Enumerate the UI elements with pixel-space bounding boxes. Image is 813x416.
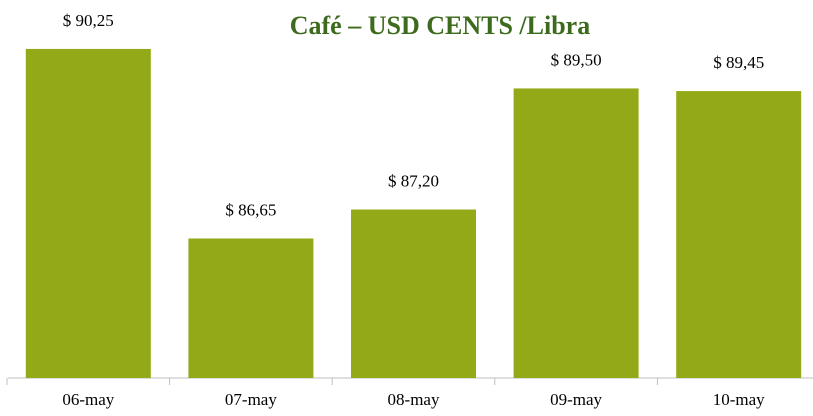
x-tick-label: 09-may bbox=[550, 390, 602, 409]
data-label: $ 86,65 bbox=[225, 200, 276, 219]
bar bbox=[676, 91, 802, 378]
data-label: $ 89,45 bbox=[713, 53, 764, 72]
x-tick-label: 10-may bbox=[713, 390, 765, 409]
data-label: $ 87,20 bbox=[388, 171, 439, 190]
data-label: $ 89,50 bbox=[551, 50, 602, 69]
data-label: $ 90,25 bbox=[63, 11, 114, 30]
x-tick-label: 07-may bbox=[225, 390, 277, 409]
bar bbox=[25, 48, 151, 378]
x-tick-label: 08-may bbox=[388, 390, 440, 409]
x-tick-label: 06-may bbox=[62, 390, 114, 409]
chart-title: Café – USD CENTS /Libra bbox=[290, 11, 590, 40]
bar bbox=[513, 88, 639, 379]
bar bbox=[351, 209, 476, 378]
bar bbox=[188, 238, 314, 378]
